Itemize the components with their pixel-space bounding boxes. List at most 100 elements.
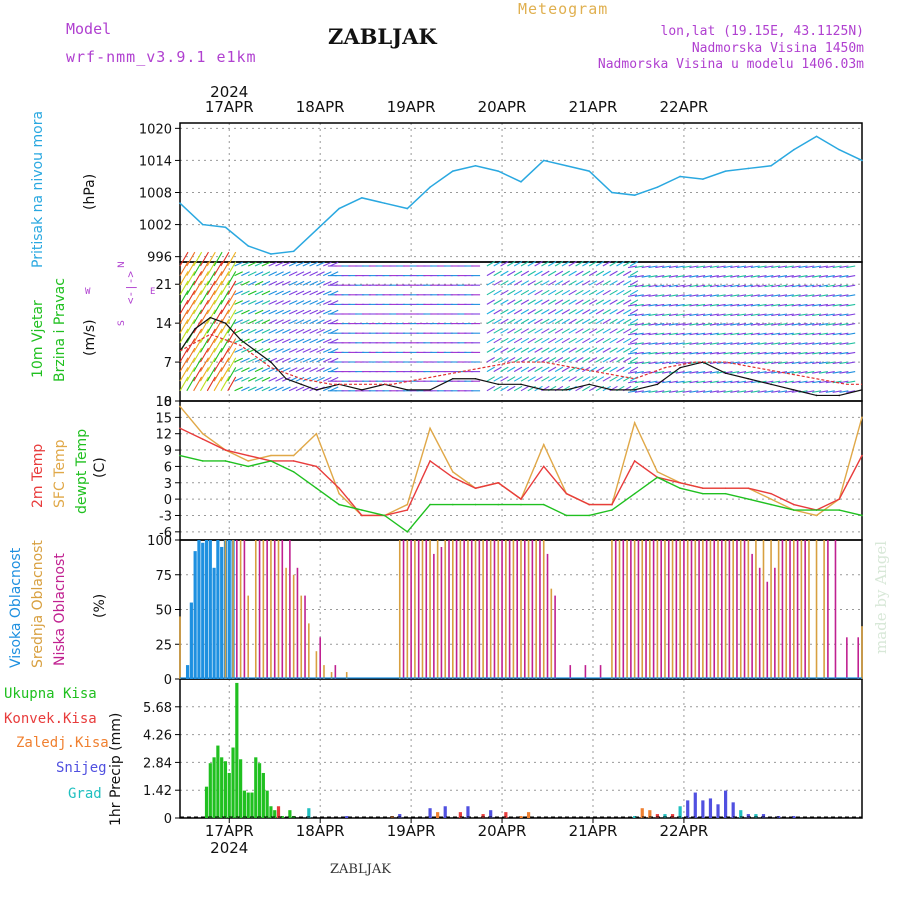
wind-barb (206, 347, 216, 363)
wind-barb (798, 380, 808, 384)
pressure-line-point (656, 186, 659, 188)
wind-barb (627, 275, 638, 278)
wind-barb (825, 303, 835, 307)
sfc-temp-line-point (452, 471, 454, 473)
wind-barb (541, 357, 550, 363)
wind-barb (709, 303, 719, 307)
wind-barb (812, 284, 822, 288)
wind-barb (493, 289, 502, 296)
wind-barb (730, 265, 740, 269)
wind-barb (534, 357, 543, 363)
wind-barb (682, 284, 692, 288)
wind-barb (798, 275, 808, 278)
wind-barb (743, 342, 753, 345)
wind-barb (696, 275, 706, 278)
precip-snow-label: Snijeg (56, 760, 107, 776)
wind-barb (750, 284, 760, 288)
wind-barb (818, 380, 828, 384)
wind-barb (486, 385, 495, 392)
cloud-high-bar (201, 542, 205, 679)
sfc-temp-line-point (815, 514, 818, 517)
t2m-line-point (201, 438, 204, 440)
wind-barb (520, 347, 530, 353)
precip-grad-bar (739, 810, 743, 818)
wind-barb (309, 348, 318, 353)
t2m-line-point (838, 498, 841, 500)
dewpt-line-point (224, 460, 227, 462)
wind-barb (541, 280, 550, 286)
wind-barb (227, 376, 237, 392)
wind-barb (723, 275, 733, 278)
y-tick-label: 0 (164, 395, 172, 410)
wind-barb (703, 380, 713, 384)
precip-frz-label: Zaledj.Kisa (16, 735, 109, 751)
precip-total-bar (227, 772, 231, 818)
wind-barb (832, 361, 842, 365)
wind-barb (825, 313, 835, 317)
wind-barb (662, 332, 672, 336)
wind-barb (254, 357, 264, 363)
wind-barb (662, 351, 672, 355)
wind-barb (513, 376, 523, 382)
wind-barb (486, 309, 495, 315)
wind-barb (275, 348, 284, 353)
wind-barb (513, 289, 523, 296)
wind-barb (757, 390, 767, 393)
wind-barb (648, 313, 658, 317)
wind-barb (575, 357, 584, 363)
wind-barb (595, 299, 605, 305)
wind-barb (634, 380, 644, 384)
wind-barb (771, 342, 781, 345)
wind-barb (784, 323, 794, 326)
wind-barb (582, 328, 591, 334)
wind-barb (818, 332, 828, 336)
wind-barb (696, 303, 706, 307)
wind-barb (561, 280, 570, 286)
t2m-line-point (861, 454, 863, 457)
wind-barb (186, 376, 196, 392)
dewpt-line-point (452, 503, 454, 506)
wind-barb (329, 261, 339, 267)
wind-barb (812, 294, 822, 297)
wind-barb (527, 270, 536, 277)
wind-barb (520, 280, 530, 286)
wind-barb (247, 367, 257, 373)
wind-barb (616, 376, 625, 382)
wind-barb (641, 275, 651, 278)
wind-barb (295, 386, 305, 392)
y-tick-label: 6 (164, 460, 172, 475)
wind-barb (493, 376, 502, 382)
wind-barb (316, 367, 325, 373)
wind-barb (268, 386, 278, 392)
wind-barb (568, 261, 577, 267)
sfc-temp-line-point (633, 422, 636, 424)
wind-barb (213, 290, 223, 305)
wind-barb (309, 309, 318, 315)
wind-barb (288, 290, 298, 296)
t2m-line-point (747, 487, 750, 490)
wind-barb (329, 328, 339, 334)
wind-barb (757, 371, 767, 374)
sfc-temp-line-point (656, 471, 659, 473)
wind-barb (730, 390, 740, 393)
wind-barb (588, 347, 598, 353)
date-label-bottom: 22APR (660, 822, 709, 840)
wind-barb (757, 275, 767, 278)
wind-barb (696, 332, 706, 336)
dewpt-line-point (542, 503, 545, 506)
wind-barb (682, 361, 692, 365)
wind-barb (703, 323, 713, 326)
wind-barb (275, 338, 284, 344)
wind-barb (609, 357, 618, 363)
pressure-line-point (633, 194, 636, 196)
t2m-line-point (702, 487, 704, 490)
wind-barb (227, 261, 237, 276)
wind-barb (234, 290, 243, 296)
wind-speed-line-point (679, 366, 681, 369)
wind-barb (227, 271, 237, 286)
wind-barb (737, 303, 747, 307)
wind-barb (846, 313, 856, 317)
y-tick-label: 3 (164, 477, 172, 492)
dewpt-line-point (565, 514, 568, 517)
wind-barb (486, 280, 495, 286)
